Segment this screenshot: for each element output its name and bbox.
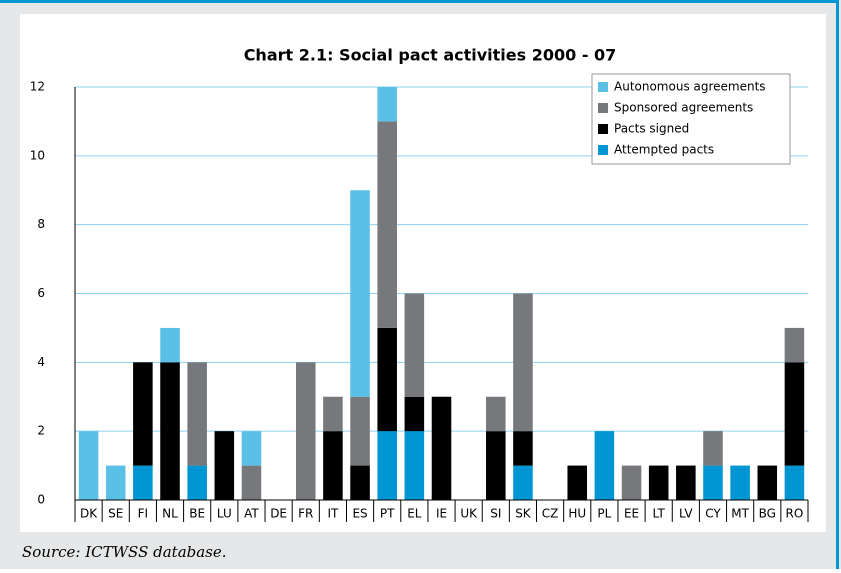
bar-segment [323, 431, 343, 500]
x-tick-label: IT [327, 507, 339, 521]
x-tick-label: IE [436, 507, 447, 521]
bar-segment [757, 465, 778, 500]
y-tick-label: 0 [37, 493, 45, 507]
x-tick-label: CZ [542, 507, 559, 521]
x-tick-label: EE [624, 507, 639, 521]
bar-segment [486, 396, 506, 432]
x-tick-label: UK [460, 507, 478, 521]
bar-segment [214, 431, 235, 500]
legend-label: Sponsored agreements [614, 101, 753, 115]
bar-segment [133, 465, 153, 500]
legend-label: Attempted pacts [614, 143, 714, 157]
x-tick-label: RO [786, 507, 804, 521]
bar-segment [241, 431, 262, 466]
x-tick-label: AT [244, 507, 259, 521]
bar-segment [621, 465, 642, 500]
bar-segment [703, 465, 723, 500]
bar-segment [377, 121, 397, 328]
bar-segment [350, 190, 370, 397]
bar-segment [567, 465, 588, 500]
y-tick-label: 8 [37, 217, 45, 231]
bar-segment [377, 87, 397, 122]
x-tick-label: EL [407, 507, 422, 521]
bar-segment [513, 293, 533, 432]
bar-segment [486, 431, 506, 500]
bar-segment [513, 465, 533, 500]
x-tick-label: DE [270, 507, 287, 521]
legend-swatch [598, 82, 608, 92]
x-tick-label: LU [217, 507, 232, 521]
x-tick-label: SK [515, 507, 532, 521]
bar-segment [784, 465, 805, 500]
x-tick-label: FR [298, 507, 313, 521]
bar-segment [594, 431, 615, 500]
y-tick-label: 6 [37, 286, 45, 300]
y-tick-label: 4 [37, 355, 45, 369]
bar-segment [350, 396, 370, 466]
x-tick-label: CY [705, 507, 721, 521]
legend-swatch [598, 145, 608, 155]
bar-segment [730, 465, 750, 500]
bar-segment [784, 362, 805, 466]
bar-segment [295, 362, 316, 500]
bar-segment [133, 362, 153, 466]
bar-segment [241, 465, 262, 500]
x-tick-label: PT [380, 507, 395, 521]
bar-segment [78, 431, 99, 500]
x-tick-label: LV [679, 507, 693, 521]
bar-segment [431, 396, 452, 500]
legend-swatch [598, 103, 608, 113]
x-tick-label: BE [189, 507, 205, 521]
x-tick-label: NL [162, 507, 178, 521]
bar-segment [404, 396, 425, 432]
legend-label: Pacts signed [614, 122, 689, 136]
bar-segment [404, 293, 425, 397]
x-tick-label: HU [568, 507, 586, 521]
x-tick-label: PL [597, 507, 611, 521]
bar-segment [648, 465, 669, 500]
bar-segment [377, 431, 397, 500]
bar-segment [513, 431, 533, 466]
bar-segment [160, 327, 180, 363]
x-tick-label: BG [759, 507, 776, 521]
x-tick-label: SI [490, 507, 501, 521]
source: Source: ICTWSS database. [22, 543, 227, 561]
y-tick-label: 2 [37, 424, 45, 438]
bar-segment [377, 327, 397, 432]
legend-swatch [598, 124, 608, 134]
x-tick-label: SE [108, 507, 123, 521]
bar-segment [323, 396, 343, 432]
x-tick-label: FI [138, 507, 148, 521]
bar-segment [160, 362, 180, 500]
y-tick-label: 12 [30, 80, 45, 94]
legend-box [591, 73, 791, 165]
x-tick-label: MT [731, 507, 749, 521]
bar-segment [105, 465, 126, 500]
x-tick-label: DK [80, 507, 98, 521]
bar-segment [404, 431, 425, 500]
bar-segment [703, 431, 723, 466]
y-tick-label: 10 [30, 148, 45, 162]
chart-title: Chart 2.1: Social pact activities 2000 -… [244, 46, 617, 65]
x-tick-label: LT [652, 507, 665, 521]
bar-segment [187, 362, 207, 466]
legend-label: Autonomous agreements [614, 80, 766, 94]
bar-segment [350, 465, 370, 500]
x-tick-label: ES [352, 507, 367, 521]
bar-segment [784, 327, 805, 363]
bar-segment [187, 465, 207, 500]
bar-segment [676, 465, 696, 500]
